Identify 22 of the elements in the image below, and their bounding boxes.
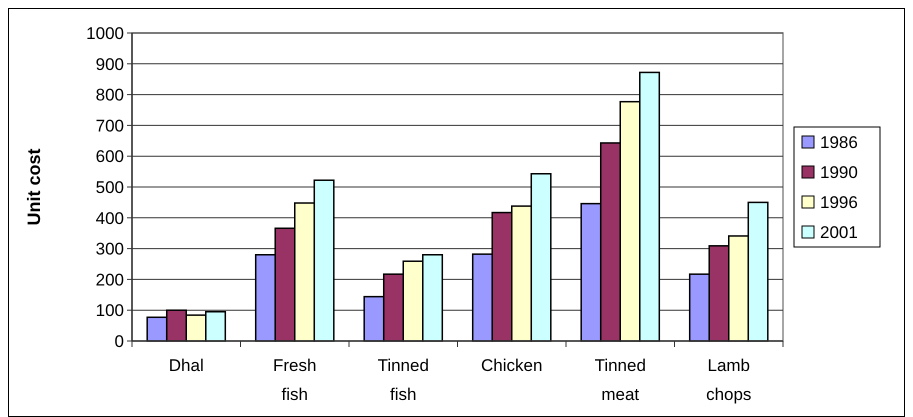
x-tick-label: Chicken bbox=[481, 356, 542, 375]
x-tick-label: Fresh fish bbox=[273, 356, 316, 404]
y-tick-label: 300 bbox=[96, 240, 124, 259]
x-tick-label: Dhal bbox=[168, 356, 204, 375]
y-tick-label: 1000 bbox=[86, 24, 124, 43]
x-tick-label: Tinned fish bbox=[378, 356, 429, 404]
y-tick-label: 800 bbox=[96, 86, 124, 105]
y-tick-label: 100 bbox=[96, 301, 124, 320]
x-tick-label: Tinned meat bbox=[594, 356, 646, 404]
y-axis-title: Unit cost bbox=[24, 148, 44, 226]
y-tick-label: 0 bbox=[114, 332, 124, 351]
y-tick-label: 500 bbox=[96, 178, 124, 197]
y-tick-label: 200 bbox=[96, 270, 124, 290]
y-tick-label: 700 bbox=[96, 116, 124, 136]
legend-label: 1990 bbox=[820, 162, 858, 182]
y-tick-label: 400 bbox=[96, 208, 124, 228]
legend-label: 2001 bbox=[820, 222, 858, 242]
x-tick-label: Lamb chops bbox=[706, 356, 752, 404]
y-tick-label: 900 bbox=[96, 54, 124, 74]
legend-label: 1996 bbox=[820, 192, 858, 212]
legend-label: 1986 bbox=[820, 132, 858, 152]
y-tick-label: 600 bbox=[96, 147, 124, 166]
